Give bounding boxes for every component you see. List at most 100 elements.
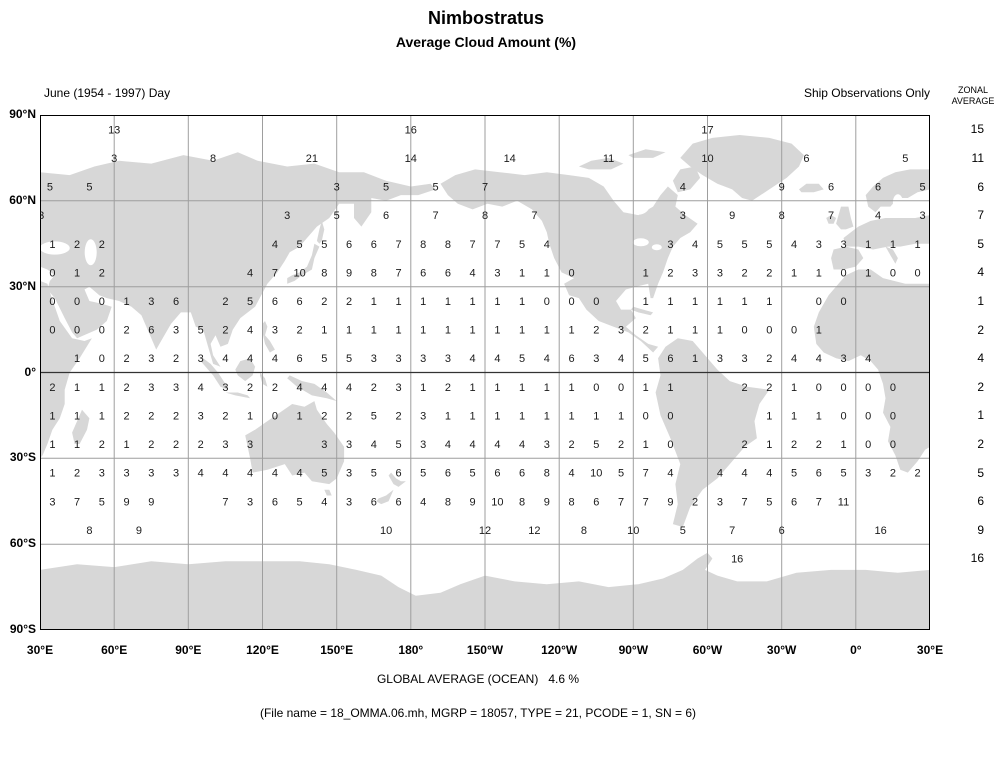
zonal-header-line1: ZONAL	[957, 85, 988, 95]
zonal-header-line2: AVERAGE	[951, 96, 995, 106]
zonal-average-value: 6	[977, 494, 984, 509]
cell-value: 7	[395, 239, 401, 251]
cell-value: 2	[74, 468, 80, 480]
cell-value: 4	[272, 353, 278, 365]
cell-value: 2	[321, 296, 327, 308]
cell-value: 21	[306, 153, 318, 165]
cell-value: 6	[445, 267, 451, 279]
cell-value: 1	[618, 410, 624, 422]
cell-value: 3	[346, 468, 352, 480]
cell-value: 0	[840, 267, 846, 279]
cell-value: 0	[99, 353, 105, 365]
cell-value: 2	[123, 325, 129, 337]
cell-value: 4	[494, 439, 500, 451]
cell-value: 3	[371, 353, 377, 365]
cell-value: 7	[816, 496, 822, 508]
cell-value: 6	[803, 153, 809, 165]
cell-value: 2	[692, 496, 698, 508]
lon-axis-label: 30°W	[766, 643, 797, 657]
cell-value: 6	[667, 353, 673, 365]
cell-value: 0	[766, 325, 772, 337]
cell-value: 8	[581, 525, 587, 537]
cell-value: 2	[173, 353, 179, 365]
cell-value: 1	[470, 410, 476, 422]
cell-value: 2	[321, 410, 327, 422]
zonal-average-value: 2	[977, 379, 984, 394]
cell-value: 4	[247, 353, 253, 365]
cell-value: 3	[247, 439, 253, 451]
cell-value: 3	[420, 353, 426, 365]
cell-value: 7	[643, 468, 649, 480]
cell-value: 10	[293, 267, 305, 279]
cell-value: 1	[123, 296, 129, 308]
cell-value: 7	[531, 210, 537, 222]
cell-value: 1	[840, 439, 846, 451]
cell-value: 0	[667, 410, 673, 422]
land-shape	[865, 169, 930, 213]
cell-value: 2	[766, 382, 772, 394]
cell-value: 5	[766, 496, 772, 508]
cell-value: 8	[210, 153, 216, 165]
cell-value: 0	[890, 267, 896, 279]
cell-value: 3	[667, 239, 673, 251]
cell-value: 4	[198, 468, 204, 480]
cell-value: 7	[395, 267, 401, 279]
cell-value: 4	[247, 267, 253, 279]
file-info-label: (File name = 18_OMMA.06.mh, MGRP = 18057…	[259, 706, 697, 720]
cell-value: 0	[49, 325, 55, 337]
global-average-label: GLOBAL AVERAGE (OCEAN) 4.6 %	[376, 672, 580, 686]
cell-value: 1	[519, 382, 525, 394]
land-shape	[225, 392, 251, 399]
cell-value: 2	[173, 439, 179, 451]
cell-value: 3	[593, 353, 599, 365]
cell-value: 4	[544, 239, 550, 251]
cell-value: 7	[828, 210, 834, 222]
cell-value: 10	[590, 468, 602, 480]
zonal-average-value: 11	[971, 150, 984, 165]
cell-value: 5	[297, 496, 303, 508]
cell-value: 1	[643, 267, 649, 279]
cell-value: 4	[346, 382, 352, 394]
cell-value: 4	[222, 468, 228, 480]
cell-value: 5	[519, 239, 525, 251]
cell-value: 1	[494, 325, 500, 337]
cell-value: 1	[247, 410, 253, 422]
cell-value: 0	[816, 382, 822, 394]
cell-value: 2	[198, 439, 204, 451]
cell-value: 3	[40, 210, 44, 222]
cell-value: 3	[840, 353, 846, 365]
cell-value: 3	[395, 382, 401, 394]
cell-value: 1	[445, 296, 451, 308]
cell-value: 2	[99, 267, 105, 279]
lon-axis-label: 60°E	[101, 643, 128, 657]
land-shape	[799, 183, 824, 193]
cell-value: 6	[272, 496, 278, 508]
cell-value: 6	[519, 468, 525, 480]
land-shape	[235, 358, 256, 382]
cell-value: 2	[99, 239, 105, 251]
cell-value: 2	[148, 439, 154, 451]
cell-value: 4	[272, 468, 278, 480]
cell-value: 3	[395, 353, 401, 365]
cell-value: 4	[519, 439, 525, 451]
cell-value: 3	[840, 239, 846, 251]
cell-value: 8	[86, 525, 92, 537]
cell-value: 6	[779, 525, 785, 537]
map-plot: 13 16 17 3 8 21 14 14 11 10 6 5 5 5 3 5 5 7 4 9 6 6 5 3 3 5 6 7 8 7 3 9…	[38, 115, 930, 630]
cell-value: 1	[717, 296, 723, 308]
land-shape	[630, 306, 654, 316]
cell-value: 2	[222, 296, 228, 308]
cell-value: 1	[74, 353, 80, 365]
cell-value: 1	[890, 239, 896, 251]
lon-axis-label: 90°W	[618, 643, 649, 657]
cell-value: 1	[74, 410, 80, 422]
cell-value: 3	[148, 353, 154, 365]
zonal-average-value: 5	[977, 465, 984, 480]
zonal-average-value: 15	[970, 122, 984, 137]
cell-value: 0	[865, 439, 871, 451]
chart-subtitle: Average Cloud Amount (%)	[395, 34, 577, 50]
cell-value: 7	[272, 267, 278, 279]
cell-value: 2	[123, 410, 129, 422]
cell-value: 2	[49, 382, 55, 394]
